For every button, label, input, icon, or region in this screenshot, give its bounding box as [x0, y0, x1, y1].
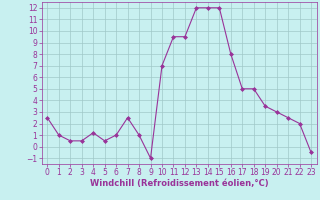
X-axis label: Windchill (Refroidissement éolien,°C): Windchill (Refroidissement éolien,°C) — [90, 179, 268, 188]
